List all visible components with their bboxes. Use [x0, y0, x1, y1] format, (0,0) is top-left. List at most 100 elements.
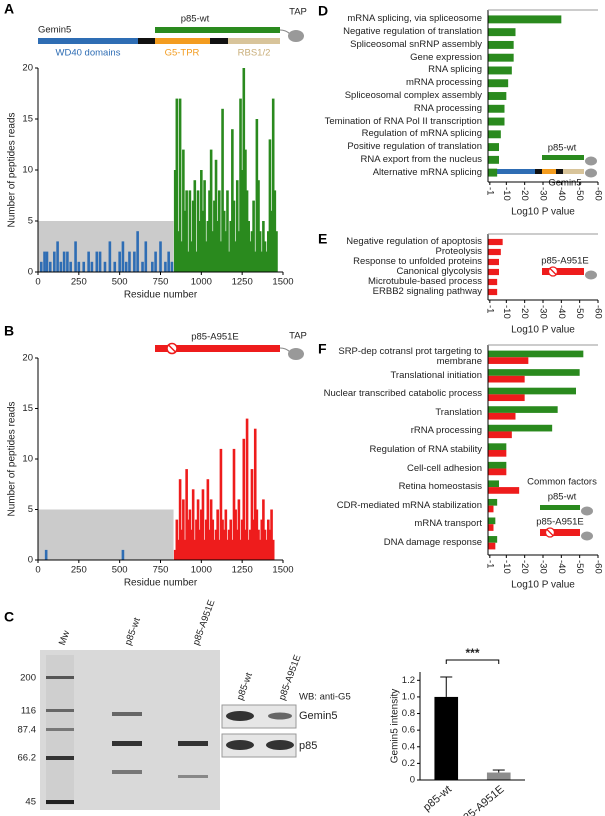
bar	[53, 251, 56, 272]
mw-marker: 87.4	[18, 725, 37, 736]
bar	[227, 529, 231, 560]
bar	[208, 190, 211, 272]
bar	[219, 448, 223, 560]
category-text: Cell-cell adhesion	[407, 462, 482, 474]
bar	[257, 529, 260, 560]
inset-diagram: p85-A951E	[541, 256, 597, 280]
bar	[262, 221, 265, 272]
band-label: Gemin5	[299, 710, 338, 722]
bar	[173, 549, 177, 560]
category-label: Spliceosomal snRNP assembly	[350, 39, 482, 49]
bar	[221, 519, 224, 560]
bar	[488, 536, 498, 543]
domain	[38, 38, 138, 44]
tag-linker	[279, 347, 291, 353]
bar	[213, 200, 216, 272]
bar	[488, 15, 562, 24]
category-label: rRNA processing	[411, 426, 482, 436]
bar	[180, 241, 184, 272]
category-text: Negative regulation of translation	[343, 26, 482, 38]
protein-label: Gemin5	[548, 178, 581, 189]
bar	[242, 438, 246, 560]
bar	[200, 509, 203, 560]
x-tick-label: p85-A951E	[457, 783, 507, 816]
bar	[214, 529, 218, 560]
bar	[216, 221, 219, 272]
bar	[488, 357, 529, 364]
x-tick-label: -10	[501, 560, 512, 574]
x-tick-label: -60	[592, 305, 603, 319]
significance-label: ***	[465, 646, 479, 660]
category-label: Gene expression	[410, 52, 482, 62]
bar	[167, 251, 170, 272]
fragment-bar	[540, 505, 580, 510]
x-tick-label: -10	[501, 187, 512, 201]
bar	[209, 499, 213, 560]
x-tick-label: -20	[519, 187, 530, 201]
blot-strip	[221, 704, 297, 729]
bar	[249, 241, 252, 272]
inset-diagram: p85-wt Gemin5	[497, 143, 597, 189]
fragment-label: p85-wt	[181, 14, 210, 25]
domain	[497, 169, 535, 174]
category-text: Nuclear transcribed catabolic process	[323, 388, 482, 400]
bar	[488, 517, 496, 525]
bar	[270, 509, 273, 560]
bar	[239, 539, 242, 560]
fragment-label: p85-wt	[548, 143, 577, 154]
mutant-diagram: p85-A951E TAP	[155, 331, 307, 360]
y-tick-label: 0	[410, 775, 415, 786]
bar	[188, 509, 192, 560]
bar	[177, 539, 180, 560]
domain-diagram: Gemin5 p85-wt TAP WD40 domains G5-TPR RB…	[38, 7, 307, 59]
y-axis-label: Gemin5 intensity	[390, 689, 401, 763]
bar	[271, 98, 275, 272]
category-text: Alternative mRNA splicing	[372, 166, 482, 178]
y-tick-label: 15	[22, 403, 33, 414]
bar	[488, 443, 507, 450]
bar	[234, 241, 237, 272]
domain	[228, 38, 280, 44]
bar	[183, 210, 187, 272]
panel-label: E	[318, 231, 327, 247]
bar	[121, 241, 125, 272]
tag-label: TAP	[289, 331, 307, 342]
bar	[255, 509, 259, 560]
bar	[201, 210, 205, 272]
category-label: Nuclear transcribed catabolic process	[323, 388, 482, 400]
bar	[133, 251, 136, 272]
bar	[488, 394, 525, 402]
x-tick-label: -30	[537, 560, 548, 574]
x-tick-label: -50	[574, 305, 585, 319]
panel-label: D	[318, 3, 328, 19]
bar	[45, 251, 49, 272]
panel-label: A	[4, 1, 14, 17]
bar	[247, 221, 250, 272]
bar	[224, 509, 228, 560]
domain	[138, 38, 155, 44]
bar	[275, 231, 278, 272]
western-blot: p85-wt p85-A951E WB: anti-G5 Gemin5 p85	[221, 653, 351, 758]
bar	[488, 248, 501, 256]
blot-band	[226, 711, 254, 721]
bar	[253, 428, 257, 560]
bar	[211, 231, 215, 272]
category-text: CDR-mediated mRNA stabilization	[336, 499, 482, 511]
bar	[193, 539, 197, 560]
bar	[224, 231, 228, 272]
category-label: Retina homeostasis	[399, 482, 482, 492]
x-axis-label: Residue number	[124, 290, 198, 301]
bar	[44, 549, 48, 560]
y-tick-label: 10	[22, 454, 33, 465]
bar	[250, 231, 254, 272]
category-text: mRNA splicing, via spliceosome	[347, 13, 482, 25]
bar	[182, 149, 185, 272]
bar	[178, 479, 182, 560]
bar	[488, 130, 501, 139]
bar	[203, 180, 206, 272]
bar	[252, 519, 255, 560]
bar	[191, 489, 195, 560]
bar	[159, 241, 162, 272]
blot-strip	[221, 733, 297, 758]
bar	[237, 499, 241, 560]
